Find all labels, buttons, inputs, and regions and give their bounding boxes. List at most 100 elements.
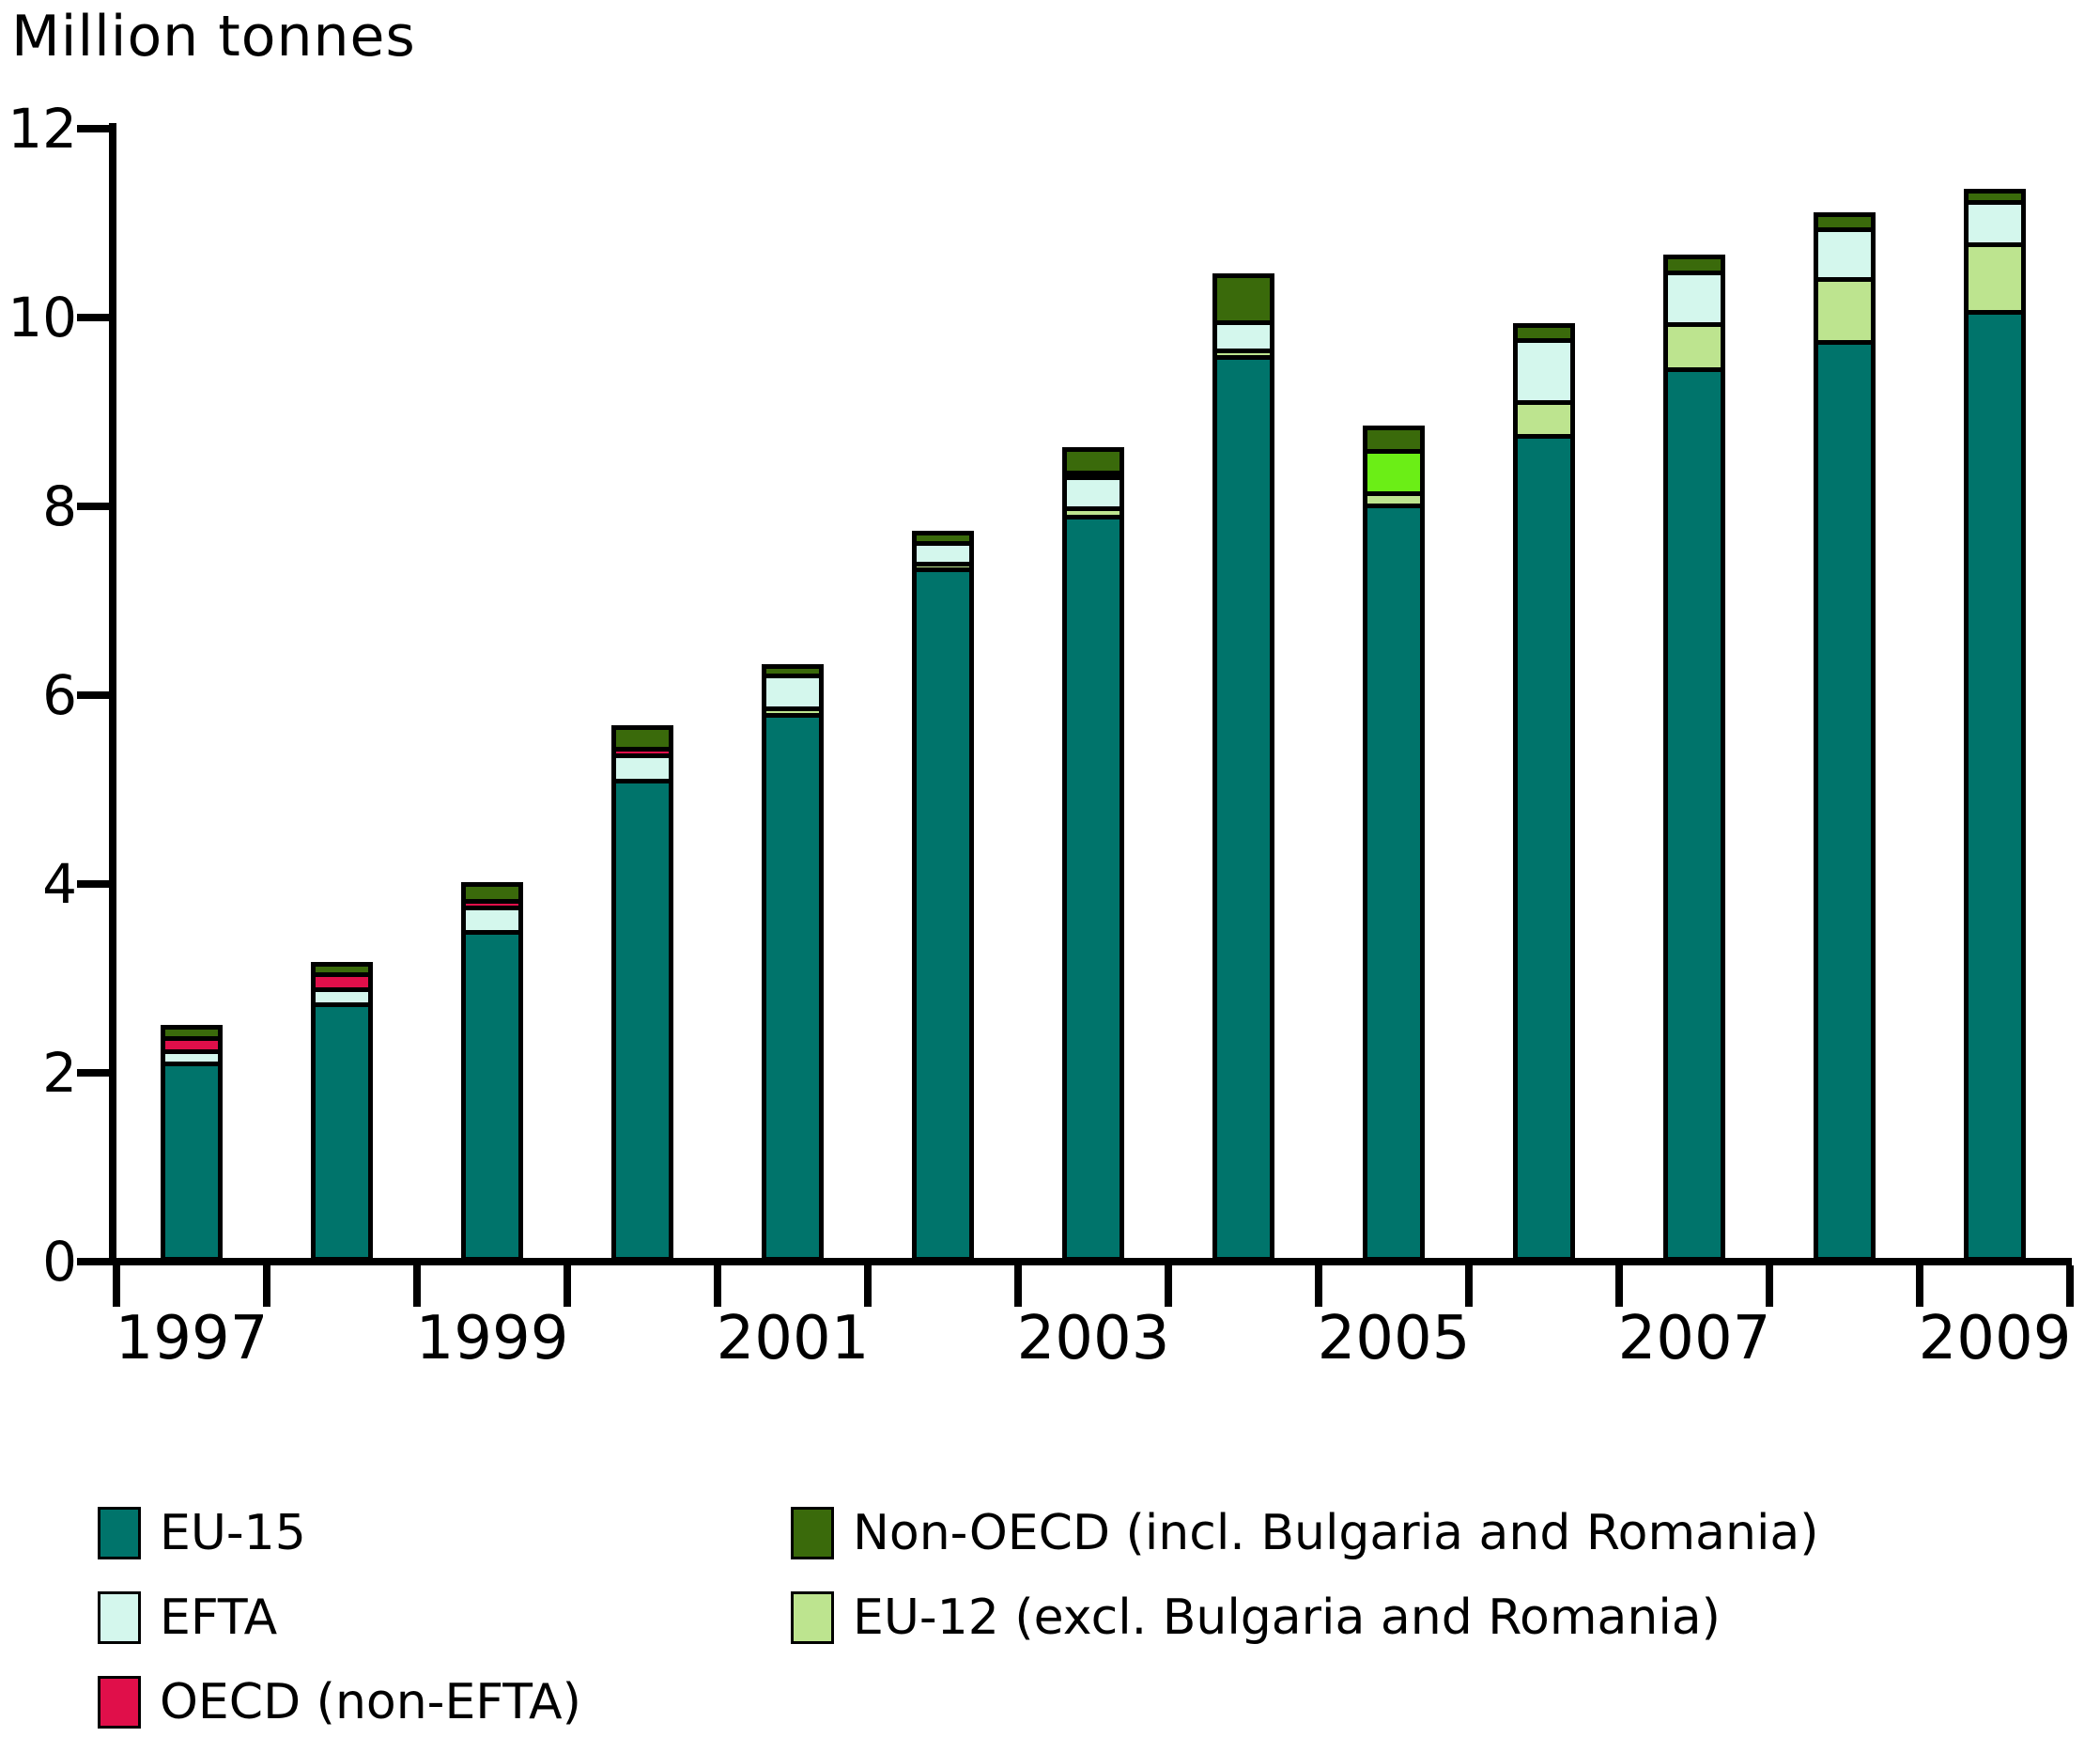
bar-2001-segment-eu12 (766, 706, 819, 713)
bar-2003 (1062, 447, 1124, 1262)
bar-2007-segment-eu15 (1668, 367, 1721, 1257)
x-axis-label-1999: 1999 (415, 1304, 569, 1373)
bar-2006 (1513, 323, 1575, 1262)
y-axis-label-0: 0 (42, 1230, 77, 1294)
bar-1998-segment-nonoecd (316, 967, 368, 972)
bar-2009-segment-nonoecd (1969, 194, 2021, 200)
x-tick-8 (1315, 1265, 1322, 1307)
legend-swatch-oecd (98, 1676, 141, 1729)
y-tick-8 (77, 503, 109, 510)
bar-2003-segment-nonoecd (1067, 452, 1119, 471)
bar-2007-segment-eu12 (1668, 322, 1721, 367)
x-tick-13 (2066, 1265, 2074, 1307)
y-tick-6 (77, 691, 109, 699)
x-tick-6 (1014, 1265, 1022, 1307)
bar-1997-segment-nonoecd (165, 1030, 218, 1036)
bar-2002-segment-eu12 (917, 562, 969, 567)
legend-label-efta: EFTA (160, 1590, 278, 1646)
x-axis-label-2007: 2007 (1617, 1304, 1771, 1373)
bar-2005-segment-eu15 (1367, 504, 1420, 1257)
bar-2008 (1814, 212, 1876, 1262)
legend-label-eu12: EU-12 (excl. Bulgaria and Romania) (853, 1590, 1721, 1646)
chart-title: Million tonnes (11, 4, 416, 70)
bar-2009-segment-eu12 (1969, 242, 2021, 310)
x-tick-7 (1165, 1265, 1172, 1307)
bar-2000-segment-nonoecd (616, 730, 669, 747)
legend-label-oecd: OECD (non-EFTA) (160, 1674, 581, 1730)
bar-2004-segment-efta (1217, 320, 1270, 349)
y-axis-line (109, 123, 116, 1265)
bar-1998-segment-oecd (316, 972, 368, 987)
bar-2001-segment-eu15 (766, 713, 819, 1257)
bar-2004 (1212, 273, 1274, 1262)
bar-2006-segment-eu12 (1518, 400, 1570, 434)
bar-1999-segment-oecd (466, 899, 518, 906)
y-axis-label-10: 10 (8, 286, 77, 349)
x-tick-2 (413, 1265, 421, 1307)
x-axis-label-2001: 2001 (716, 1304, 870, 1373)
x-axis-line (81, 1258, 2072, 1265)
bar-2006-segment-nonoecd (1518, 328, 1570, 338)
bar-2001 (762, 664, 824, 1262)
bar-1998 (311, 962, 373, 1262)
bar-1997-segment-eu15 (165, 1062, 218, 1257)
bar-2005-segment-nonoecd (1367, 430, 1420, 449)
y-tick-4 (77, 880, 109, 888)
bar-1998-segment-efta (316, 987, 368, 1002)
bar-2004-segment-eu12 (1217, 349, 1270, 355)
x-axis-label-1997: 1997 (115, 1304, 269, 1373)
bar-2002-segment-efta (917, 541, 969, 562)
y-axis-label-2: 2 (42, 1041, 77, 1105)
bar-1997-segment-oecd (165, 1036, 218, 1049)
bar-2009-segment-efta (1969, 200, 2021, 242)
bar-2006-segment-efta (1518, 338, 1570, 400)
x-tick-3 (564, 1265, 571, 1307)
legend-swatch-nonoecd (791, 1507, 834, 1559)
bar-2008-segment-efta (1818, 227, 1871, 277)
x-tick-11 (1766, 1265, 1773, 1307)
bar-2007-segment-nonoecd (1668, 259, 1721, 271)
y-axis-label-6: 6 (42, 663, 77, 727)
x-tick-1 (263, 1265, 270, 1307)
legend-swatch-eu15 (98, 1507, 141, 1559)
y-tick-0 (77, 1258, 109, 1265)
bar-2005-segment-eu12 (1367, 491, 1420, 504)
bar-2008-segment-eu12 (1818, 277, 1871, 340)
x-tick-5 (864, 1265, 872, 1307)
bar-2003-segment-eu15 (1067, 515, 1119, 1257)
x-tick-4 (714, 1265, 721, 1307)
bar-2009 (1964, 189, 2026, 1262)
y-tick-12 (77, 125, 109, 132)
y-axis-label-8: 8 (42, 474, 77, 538)
bar-2007-segment-efta (1668, 271, 1721, 322)
bar-2001-segment-efta (766, 674, 819, 706)
bar-2002 (912, 531, 974, 1262)
bar-1999 (461, 882, 523, 1262)
x-axis-label-2009: 2009 (1918, 1304, 2072, 1373)
bar-1998-segment-eu15 (316, 1002, 368, 1257)
x-axis-label-2003: 2003 (1016, 1304, 1170, 1373)
bar-2005 (1363, 426, 1425, 1262)
bar-2003-segment-eu12 (1067, 506, 1119, 515)
bar-2002-segment-nonoecd (917, 535, 969, 541)
legend-label-nonoecd: Non-OECD (incl. Bulgaria and Romania) (853, 1505, 1819, 1561)
bar-1997-segment-efta (165, 1049, 218, 1062)
bar-2004-segment-nonoecd (1217, 278, 1270, 320)
bar-2006-segment-eu15 (1518, 434, 1570, 1257)
bar-2008-segment-eu15 (1818, 340, 1871, 1257)
y-tick-2 (77, 1069, 109, 1077)
bar-2004-segment-eu15 (1217, 355, 1270, 1257)
x-tick-10 (1615, 1265, 1623, 1307)
legend-swatch-eu12 (791, 1591, 834, 1644)
x-axis-label-2005: 2005 (1317, 1304, 1471, 1373)
bar-2000 (611, 725, 673, 1262)
bar-2002-segment-eu15 (917, 567, 969, 1257)
y-axis-label-12: 12 (8, 97, 77, 161)
y-axis-label-4: 4 (42, 852, 77, 916)
y-tick-10 (77, 314, 109, 321)
bar-1999-segment-nonoecd (466, 887, 518, 899)
legend-label-eu15: EU-15 (160, 1505, 306, 1561)
bar-2003-segment-efta (1067, 475, 1119, 506)
